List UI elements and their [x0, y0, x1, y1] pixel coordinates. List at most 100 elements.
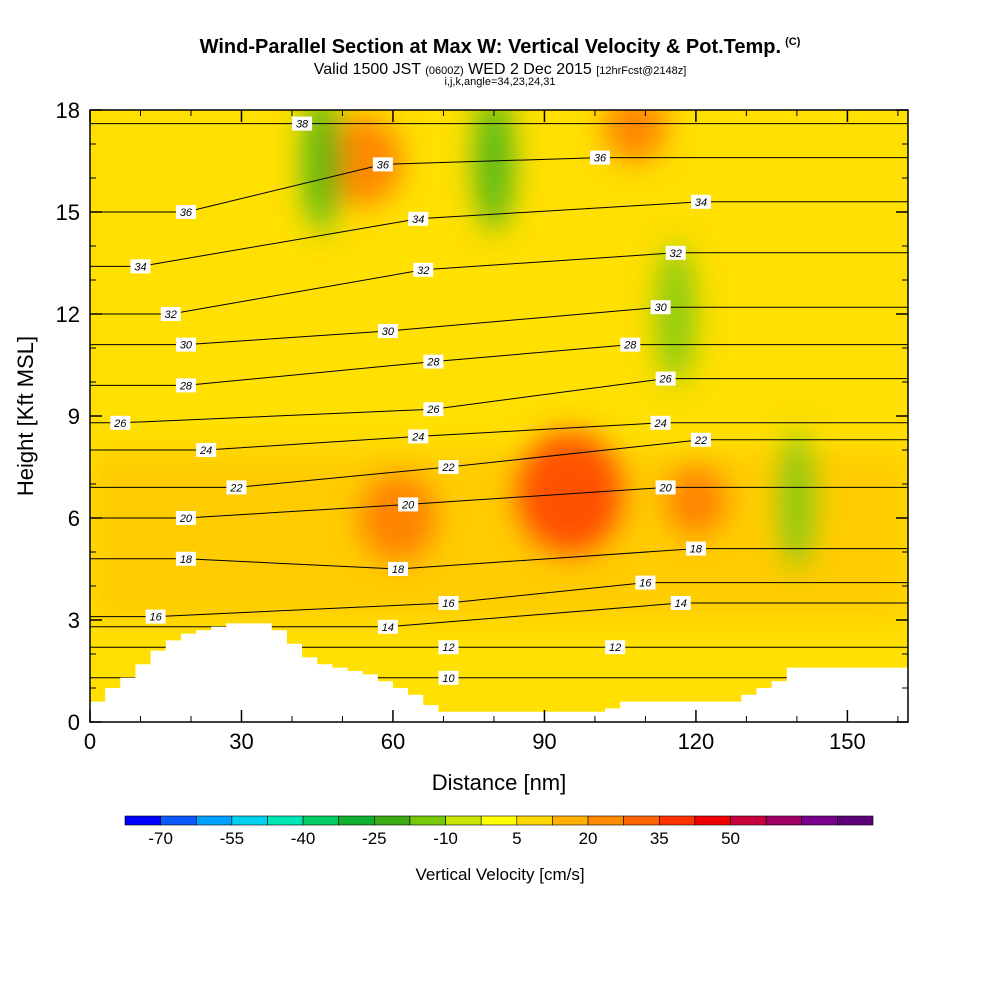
theta-label-bg: [635, 575, 656, 590]
y-tick-label: 6: [68, 506, 80, 531]
theta-label-text: 32: [165, 309, 177, 321]
theta-label-text: 24: [199, 445, 212, 457]
colorbar-swatch: [160, 815, 197, 826]
theta-label-bg: [196, 443, 217, 457]
theta-label-bg: [226, 480, 247, 495]
y-tick-label: 9: [68, 404, 80, 429]
chart-title: Wind-Parallel Section at Max W: Vertical…: [0, 36, 1000, 59]
theta-label-bg: [388, 562, 409, 576]
theta-contour-label: 28: [423, 354, 444, 369]
colorbar-swatch: [409, 815, 446, 826]
colorbar-swatch: [124, 815, 161, 826]
theta-label-text: 38: [296, 119, 309, 131]
theta-label-bg: [685, 541, 706, 556]
theta-label-bg: [438, 460, 459, 474]
x-tick-label: 90: [532, 729, 556, 754]
theta-label-text: 30: [382, 326, 395, 338]
theta-label-text: 20: [179, 513, 193, 525]
updraft-cell: [358, 473, 439, 563]
theta-label-text: 22: [229, 482, 242, 494]
theta-label-text: 32: [417, 265, 429, 277]
colorbar-tick-label: -25: [362, 829, 387, 848]
valid-utc: (0600Z): [425, 65, 464, 77]
valid-date: WED 2 Dec 2015: [468, 61, 592, 78]
colorbar-tick-label: 5: [512, 829, 521, 848]
theta-contour-label: 34: [690, 194, 711, 209]
theta-label-bg: [398, 497, 419, 512]
theta-contour-label: 22: [690, 432, 711, 447]
theta-contour-label: 24: [196, 443, 217, 457]
theta-label-bg: [175, 551, 196, 566]
theta-label-text: 22: [441, 462, 454, 474]
theta-label-bg: [690, 194, 711, 209]
colorbar-tick-label: 20: [579, 829, 598, 848]
theta-contour-labels: 10 12 12 14 14 16 16 16 18 18 18 20 20 20 22 22 22 24 24 24…: [110, 116, 711, 685]
colorbar-swatch: [730, 815, 767, 826]
downdraft-cell: [473, 110, 514, 231]
theta-label-text: 24: [411, 431, 424, 443]
colorbar-swatch: [302, 815, 340, 826]
colorbar-swatch: [658, 815, 696, 826]
theta-label-text: 10: [442, 673, 455, 685]
theta-label-bg: [650, 415, 671, 430]
theta-contour-label: 24: [650, 415, 671, 430]
theta-label-bg: [665, 245, 686, 260]
theta-contour-label: 12: [605, 640, 626, 655]
theta-label-text: 28: [179, 380, 193, 392]
theta-contour-label: 36: [589, 150, 610, 165]
theta-label-bg: [408, 211, 429, 226]
colorbar-swatch: [267, 815, 304, 826]
colorbar-swatch: [552, 815, 589, 826]
updraft-cell: [603, 110, 668, 163]
y-tick-label: 18: [56, 98, 80, 123]
x-axis: 0 30 60 90 120 150: [84, 110, 899, 754]
theta-label-bg: [175, 205, 196, 219]
y-axis-title: Height [Kft MSL]: [13, 336, 38, 496]
theta-contour-label: 36: [372, 157, 393, 172]
x-tick-label: 30: [229, 729, 253, 754]
theta-contour-label: 12: [438, 640, 459, 655]
colorbar-swatch: [480, 815, 518, 826]
x-tick-label: 120: [678, 729, 715, 754]
theta-label-text: 28: [623, 340, 637, 352]
x-tick-label: 0: [84, 729, 96, 754]
theta-contour-label: 16: [145, 609, 166, 624]
theta-contour-label: 30: [175, 337, 196, 352]
theta-label-text: 16: [442, 598, 455, 610]
theta-label-bg: [413, 262, 434, 277]
theta-label-bg: [655, 371, 676, 386]
x-axis-title: Distance [nm]: [432, 770, 567, 795]
theta-label-bg: [372, 157, 393, 172]
theta-label-text: 12: [442, 642, 454, 654]
theta-contour-label: 24: [408, 429, 429, 444]
theta-label-bg: [377, 619, 398, 634]
vertical-velocity-field: [90, 110, 908, 620]
theta-label-bg: [110, 415, 131, 430]
colorbar: -70 -55 -40 -25 -10 5 20 35 50: [124, 815, 874, 848]
theta-contour-label: 26: [655, 371, 676, 386]
updraft-cell: [322, 116, 403, 206]
downdraft-cell: [302, 110, 343, 231]
colorbar-swatch: [694, 815, 731, 826]
theta-contour-label: 28: [175, 378, 196, 393]
y-tick-label: 3: [68, 608, 80, 633]
colorbar-tick-label: -10: [433, 829, 458, 848]
colorbar-swatch: [231, 815, 268, 826]
theta-label-text: 18: [392, 564, 405, 576]
theta-label-text: 28: [426, 357, 440, 369]
theta-contour-label: 26: [423, 402, 444, 417]
theta-contour-label: 36: [175, 205, 196, 219]
theta-label-bg: [423, 402, 444, 417]
theta-label-bg: [175, 337, 196, 352]
theta-label-text: 36: [180, 207, 193, 219]
theta-contour-label: 10: [438, 670, 459, 685]
theta-contour-label: 16: [438, 596, 459, 610]
theta-label-text: 36: [377, 159, 390, 171]
title-units: (C): [785, 36, 801, 48]
colorbar-swatch: [801, 815, 838, 826]
theta-label-bg: [130, 259, 151, 274]
theta-label-text: 26: [659, 374, 673, 386]
mid-level-band: [90, 450, 908, 620]
theta-label-bg: [650, 300, 671, 315]
theta-contour-label: 22: [226, 480, 247, 495]
